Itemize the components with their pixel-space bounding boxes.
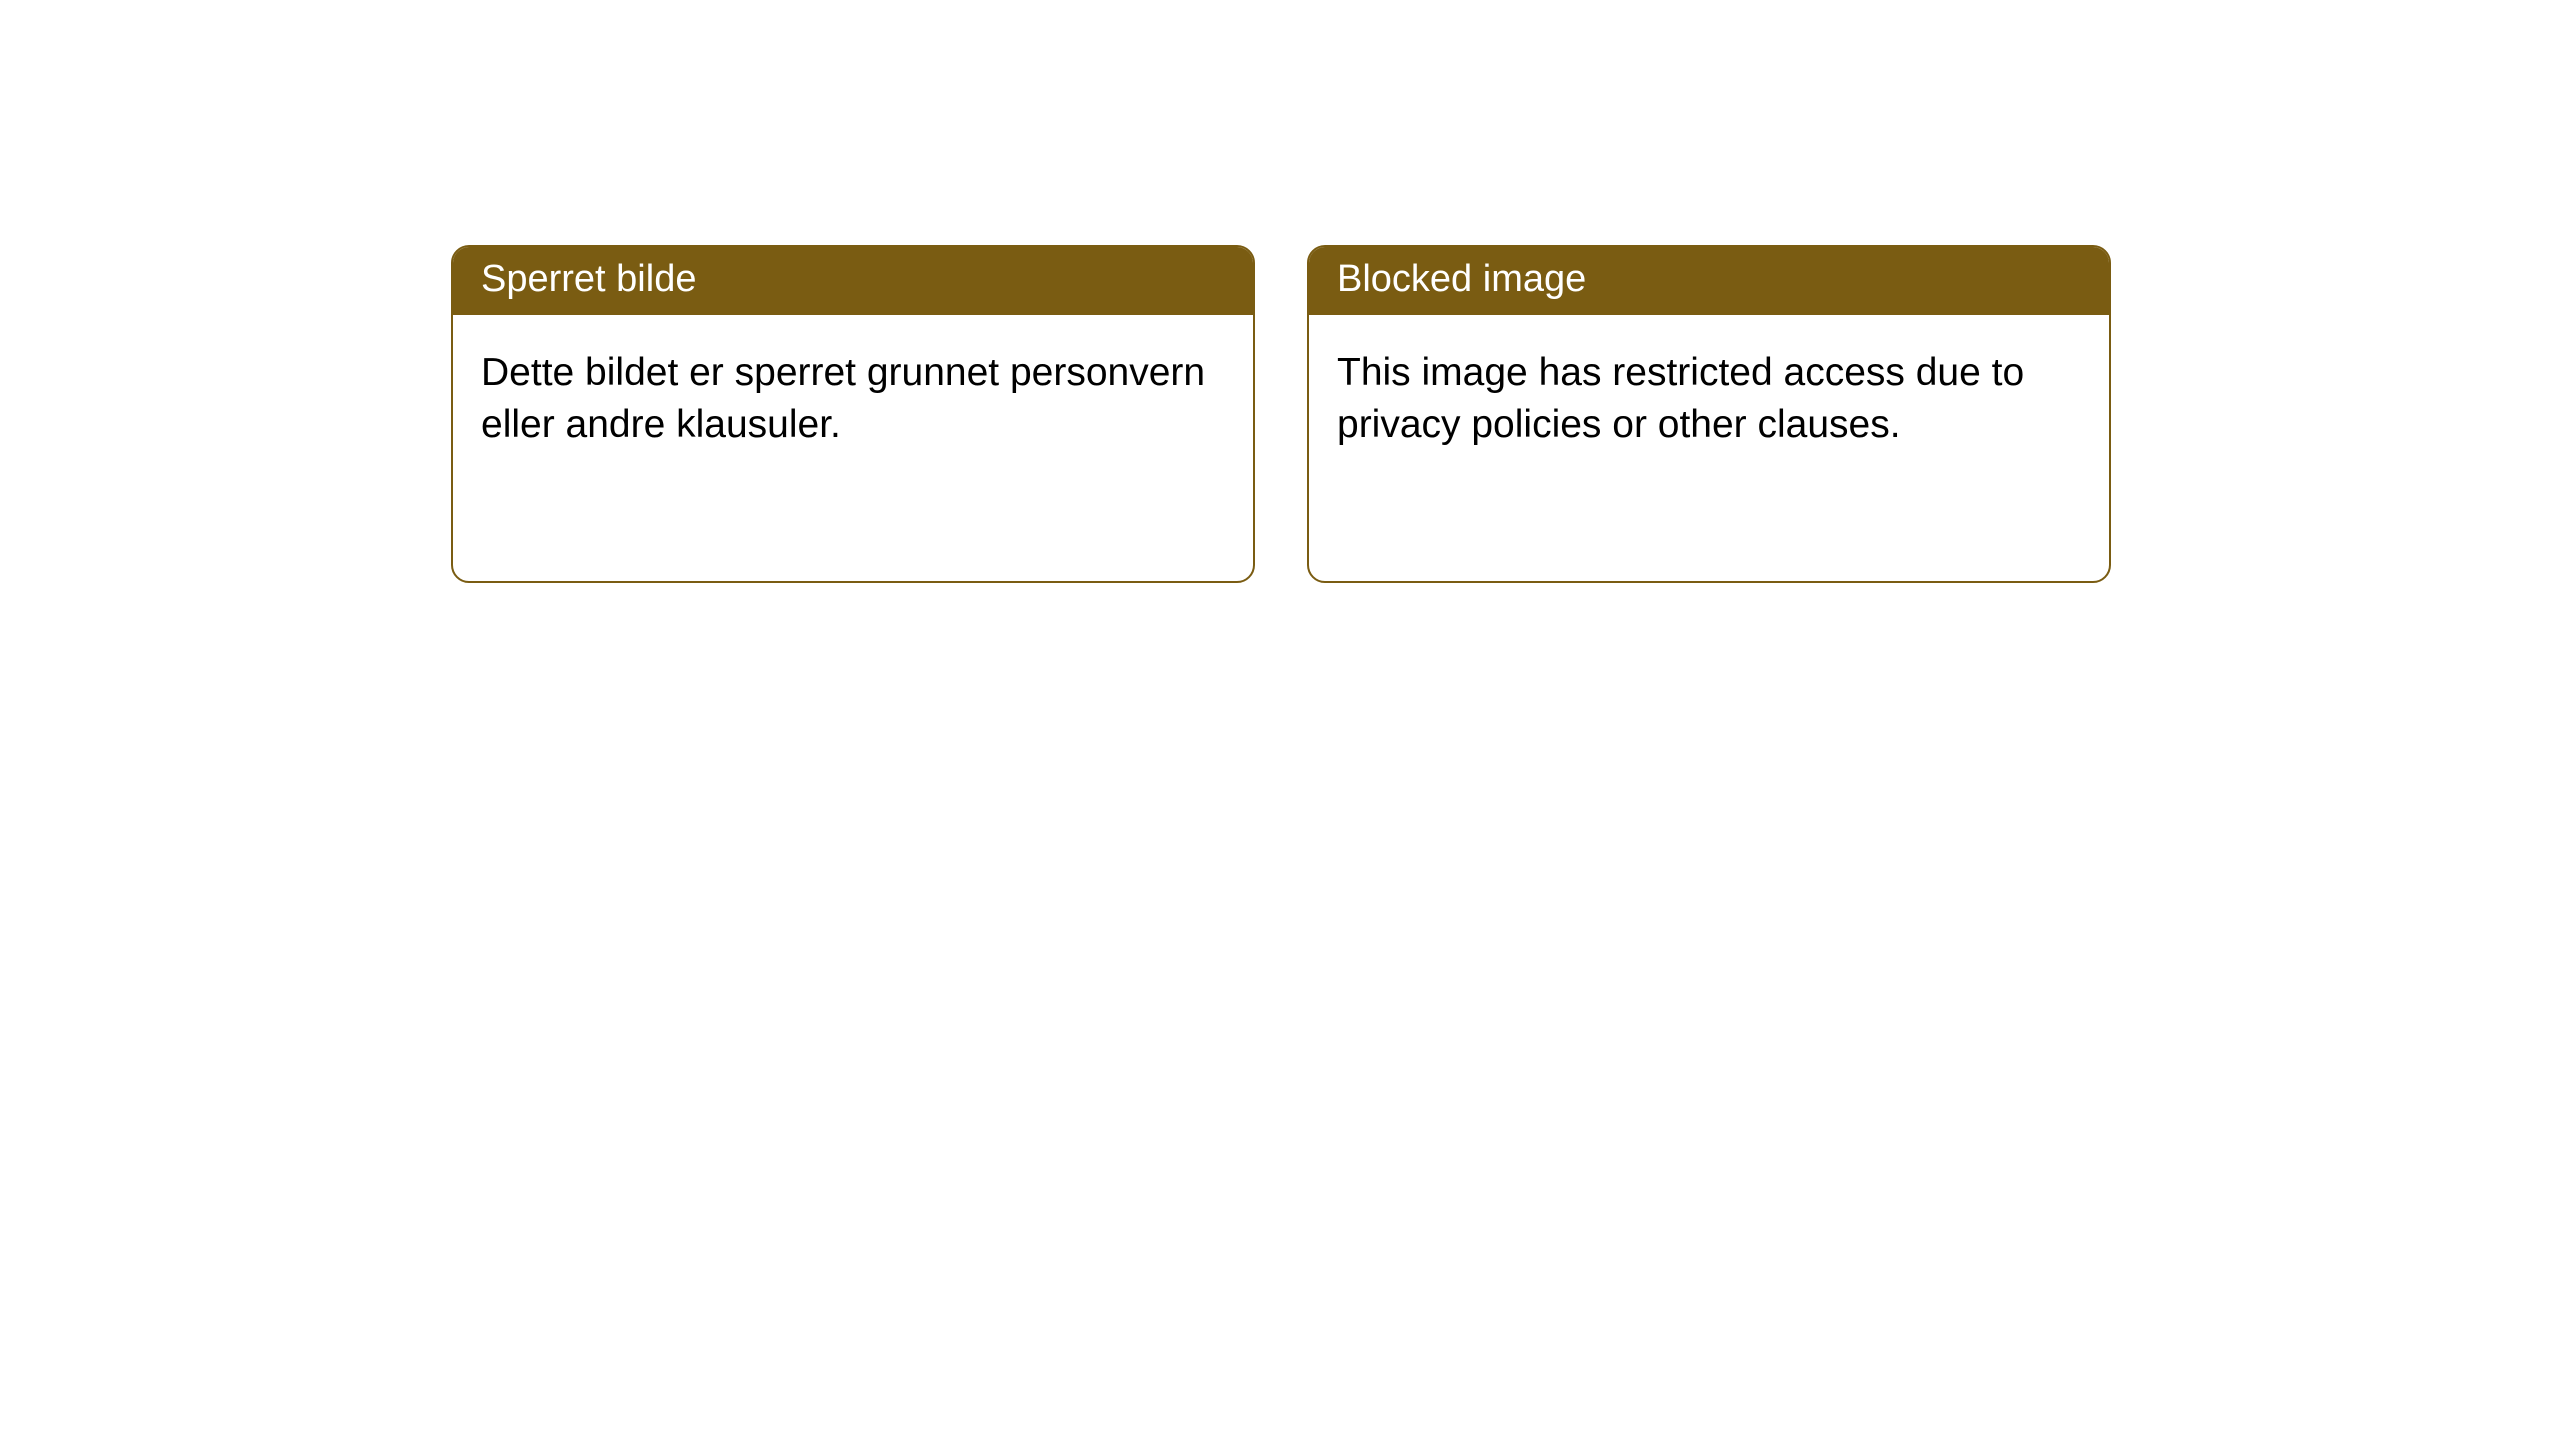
notice-body-no: Dette bildet er sperret grunnet personve… xyxy=(453,315,1253,484)
notice-title-no: Sperret bilde xyxy=(453,247,1253,315)
notice-card-en: Blocked image This image has restricted … xyxy=(1307,245,2111,583)
notice-card-no: Sperret bilde Dette bildet er sperret gr… xyxy=(451,245,1255,583)
notice-container: Sperret bilde Dette bildet er sperret gr… xyxy=(0,0,2560,583)
notice-title-en: Blocked image xyxy=(1309,247,2109,315)
notice-body-en: This image has restricted access due to … xyxy=(1309,315,2109,484)
